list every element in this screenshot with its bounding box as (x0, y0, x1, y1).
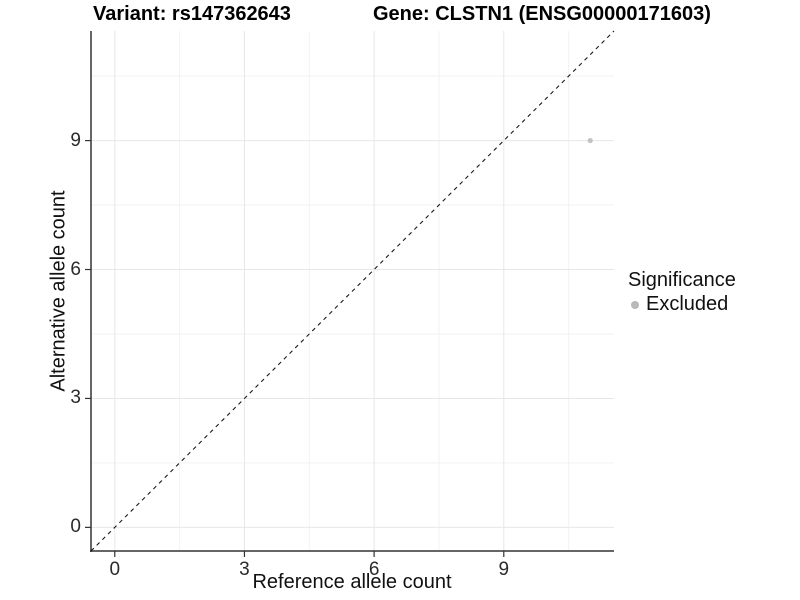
data-point-excluded (587, 137, 593, 144)
legend-item-label: Excluded (646, 293, 729, 315)
y-axis-label: Alternative allele count (47, 190, 70, 392)
y-tick-label: 9 (70, 129, 81, 151)
legend-title: Significance (628, 269, 736, 291)
legend: Significance Excluded (628, 269, 736, 316)
y-tick-label: 0 (70, 516, 81, 538)
x-tick-label: 3 (239, 559, 250, 580)
plot-title-variant: Variant: rs147362643 (93, 3, 291, 25)
x-tick-label: 9 (498, 559, 510, 580)
y-tick-label: 3 (70, 387, 81, 409)
identity-dashed-line (90, 30, 615, 552)
excluded-dot-icon (631, 300, 639, 309)
x-tick-label: 0 (109, 559, 121, 580)
x-tick-label: 6 (368, 559, 380, 580)
legend-item-excluded: Excluded (628, 293, 736, 316)
x-axis-label: Reference allele count (252, 571, 452, 593)
plot-title-gene: Gene: CLSTN1 (ENSG00000171603) (373, 3, 711, 25)
y-tick-label: 6 (70, 258, 81, 280)
